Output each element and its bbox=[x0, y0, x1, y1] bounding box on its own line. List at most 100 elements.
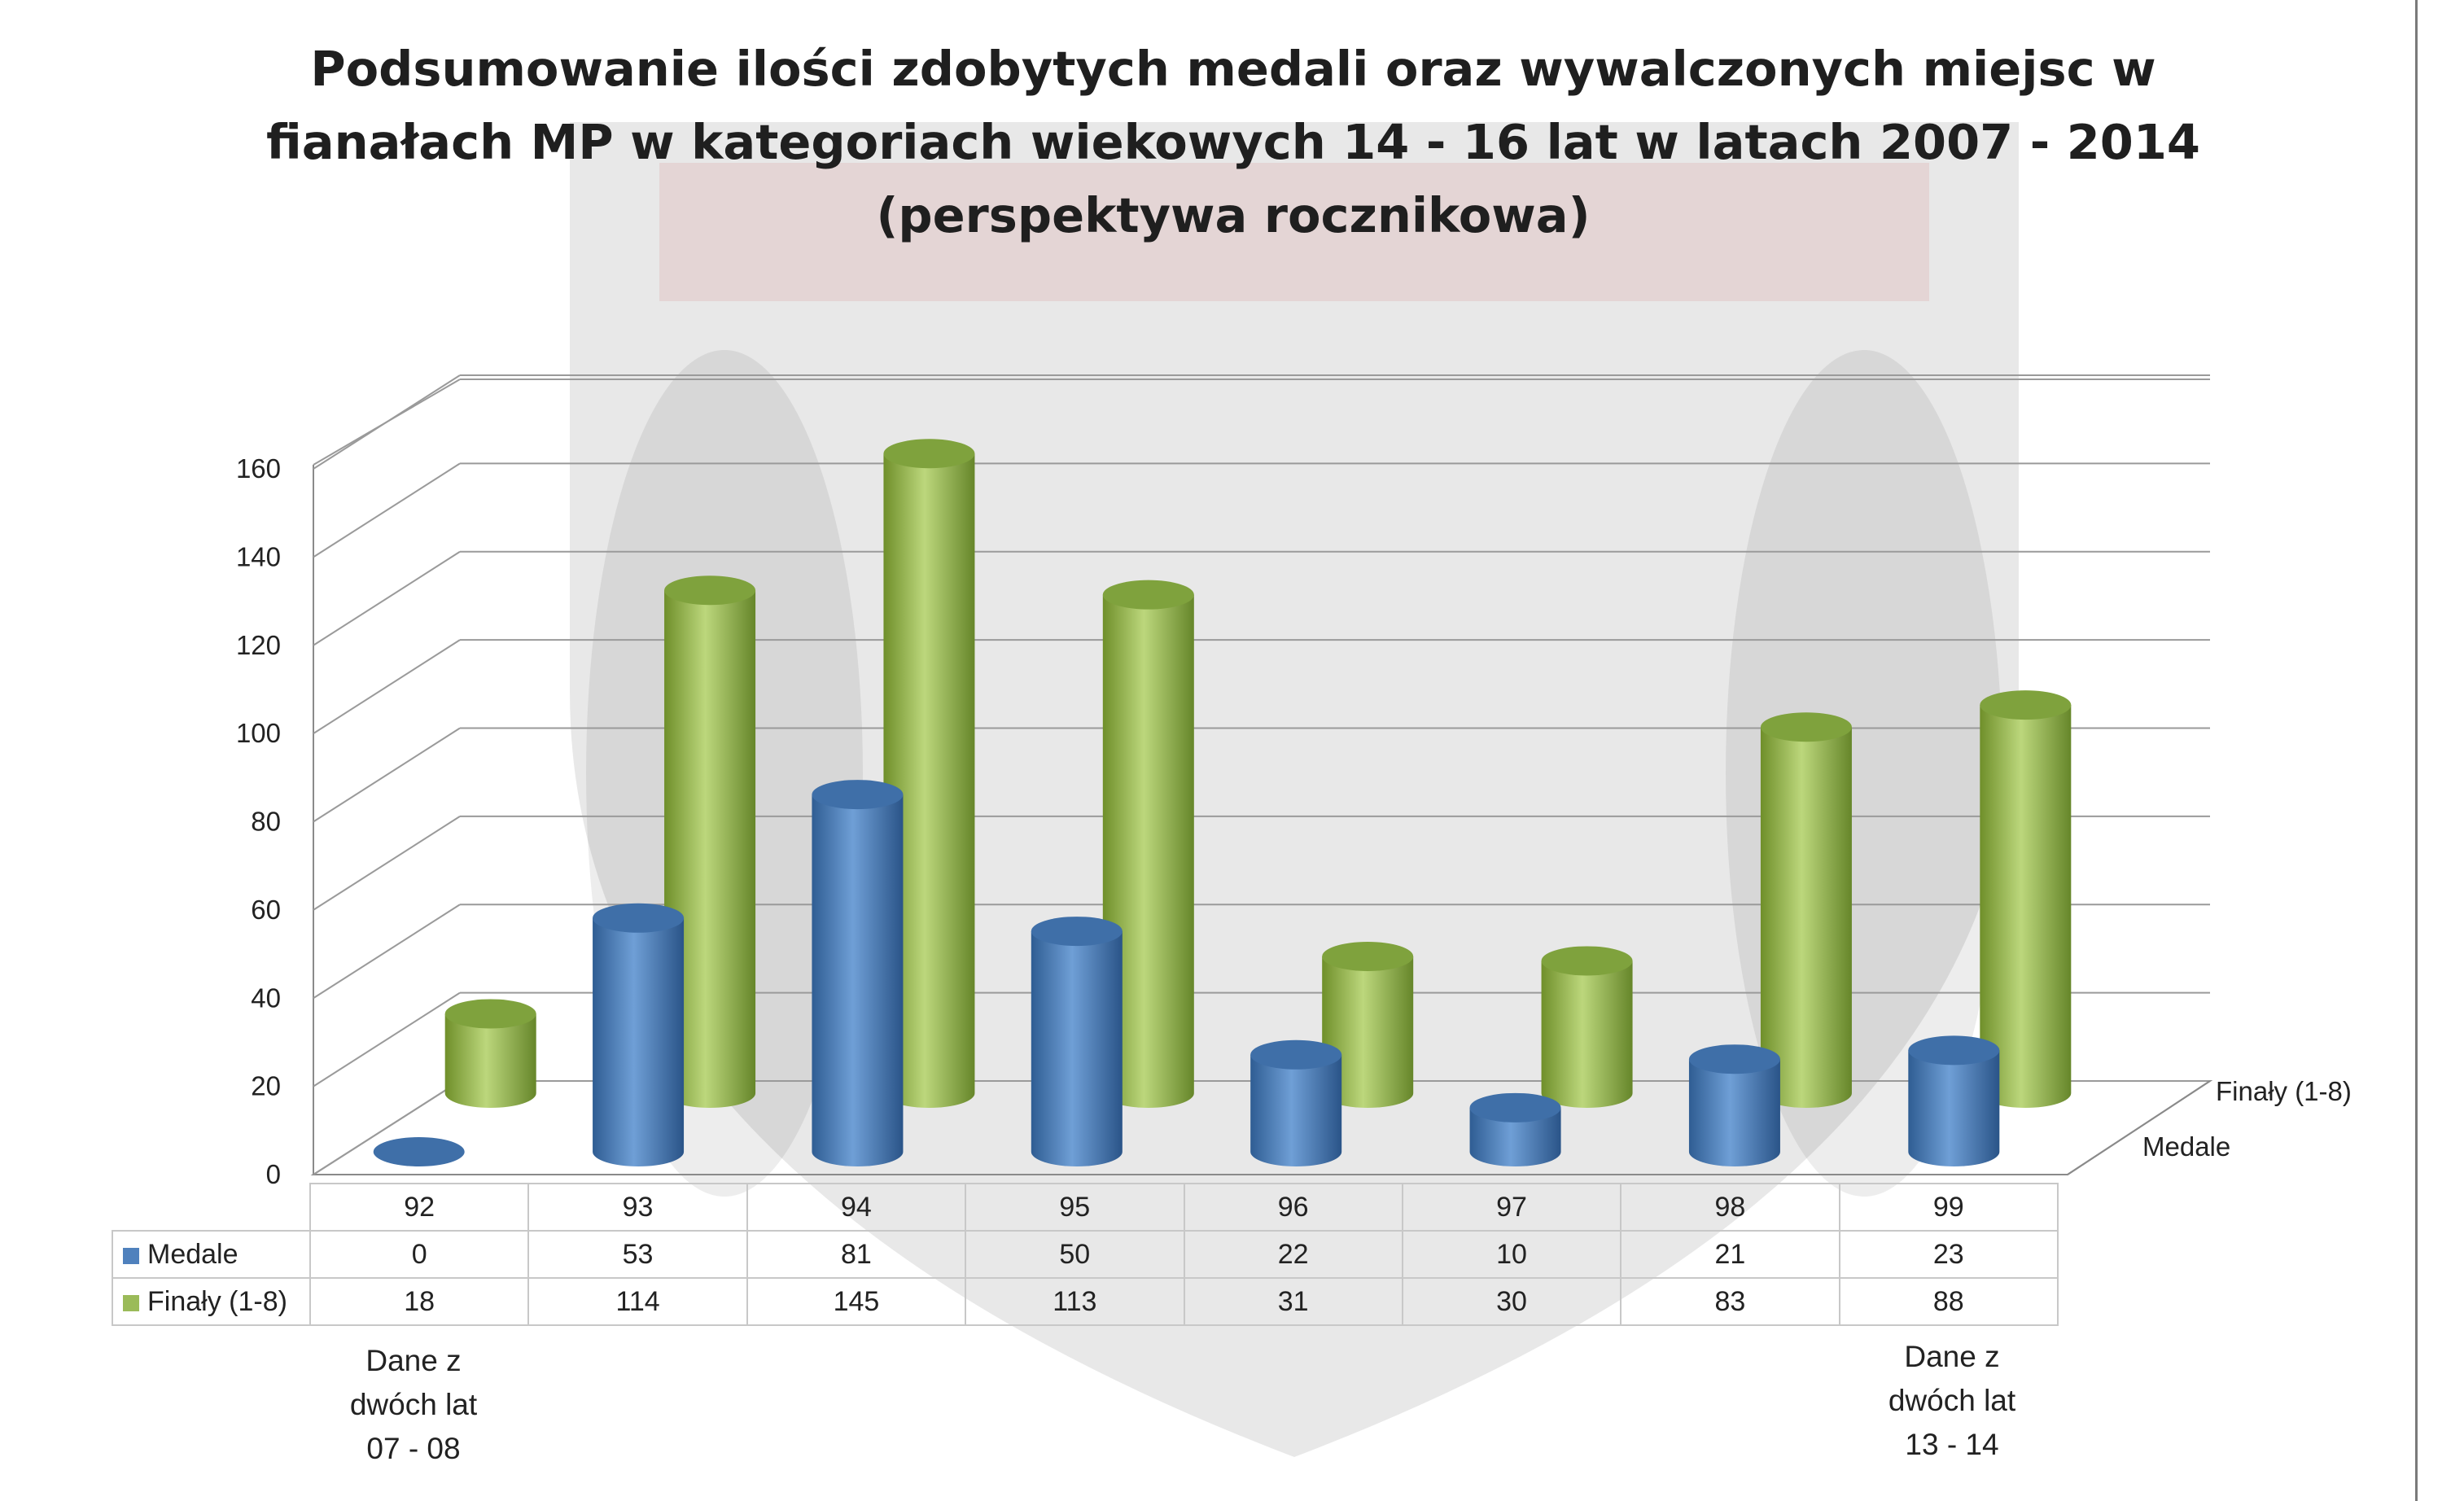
table-corner bbox=[112, 1184, 311, 1232]
y-tick-label: 160 bbox=[236, 453, 281, 484]
bar-finaly-body bbox=[1322, 956, 1414, 1108]
bar-medale bbox=[1908, 1035, 2000, 1166]
note-left-line: 07 - 08 bbox=[366, 1432, 461, 1465]
chart-title-line-2: fianałach MP w kategoriach wiekowych 14 … bbox=[266, 114, 2200, 170]
bar-finaly bbox=[444, 999, 536, 1108]
bar-medale-body bbox=[1031, 931, 1123, 1166]
gridline-side bbox=[313, 727, 461, 823]
bar-medale bbox=[1469, 1092, 1561, 1166]
gridline-side bbox=[313, 550, 461, 646]
table-category-cell: 99 bbox=[1838, 1183, 2059, 1232]
y-tick-label: 40 bbox=[251, 982, 281, 1013]
bar-medale-body bbox=[812, 794, 904, 1166]
bar-finaly bbox=[1980, 690, 2072, 1108]
bar-medale bbox=[373, 1137, 465, 1166]
table-category-cell: 98 bbox=[1620, 1183, 1840, 1232]
bar-finaly-body bbox=[1541, 961, 1633, 1108]
chart-title: Podsumowanie ilości zdobytych medali ora… bbox=[163, 33, 2304, 252]
gridline-side bbox=[313, 379, 461, 466]
table-row-finaly: Finały (1-8) 18 114 145 113 31 30 83 88 bbox=[112, 1277, 2059, 1326]
bar-medale-top bbox=[1250, 1039, 1342, 1070]
bar-medale-top bbox=[812, 780, 904, 810]
table-category-cell: 94 bbox=[746, 1183, 967, 1232]
bar-finaly-top bbox=[664, 575, 756, 606]
note-left-line: dwóch lat bbox=[349, 1388, 478, 1421]
y-tick-label: 20 bbox=[251, 1071, 281, 1101]
bar-medale-top bbox=[373, 1137, 465, 1166]
bar-medale-body bbox=[1469, 1107, 1561, 1166]
gridline-side bbox=[313, 639, 461, 734]
table-value-cell: 30 bbox=[1401, 1277, 1622, 1326]
bar-finaly-top bbox=[1760, 712, 1852, 742]
bar-medale-top bbox=[1688, 1044, 1780, 1074]
note-right-line: dwóch lat bbox=[1888, 1384, 2016, 1417]
bar-finaly bbox=[1102, 580, 1194, 1108]
bar-medale-top bbox=[1469, 1092, 1561, 1122]
legend-entry-medale: Medale bbox=[112, 1230, 311, 1279]
table-category-cell: 96 bbox=[1183, 1183, 1403, 1232]
y-tick-label: 140 bbox=[236, 541, 281, 571]
gridline-side bbox=[313, 462, 461, 558]
bar-finaly-body bbox=[1760, 727, 1852, 1108]
bar-medale-top bbox=[1031, 917, 1123, 947]
table-value-cell: 53 bbox=[527, 1230, 748, 1279]
bar-medale-body bbox=[1250, 1054, 1342, 1166]
bar-finaly bbox=[883, 439, 975, 1108]
table-value-cell: 0 bbox=[309, 1230, 530, 1279]
depth-axis-line bbox=[2067, 1080, 2211, 1175]
table-value-cell: 18 bbox=[309, 1277, 530, 1326]
bar-finaly-top bbox=[1541, 946, 1633, 976]
note-right-line: Dane z bbox=[1904, 1340, 2000, 1373]
legend-label-finaly: Finały (1-8) bbox=[147, 1285, 287, 1317]
table-value-cell: 50 bbox=[965, 1230, 1185, 1279]
bar-finaly-body bbox=[883, 453, 975, 1108]
table-value-cell: 114 bbox=[527, 1277, 748, 1326]
gridline-side bbox=[313, 1080, 461, 1175]
page-edge-rule bbox=[2415, 0, 2418, 1501]
table-category-cell: 93 bbox=[527, 1183, 748, 1232]
bar-finaly bbox=[1322, 942, 1414, 1108]
note-right: Dane z dwóch lat 13 - 14 bbox=[1830, 1335, 2074, 1467]
depth-axis: Finały (1-8) Medale bbox=[2067, 1076, 2352, 1175]
bar-medale-body bbox=[593, 917, 685, 1166]
bar-finaly bbox=[1541, 946, 1633, 1108]
gridline-side bbox=[313, 904, 461, 1000]
table-value-cell: 81 bbox=[746, 1230, 967, 1279]
table-row-medale: Medale 0 53 81 50 22 10 21 23 bbox=[112, 1230, 2059, 1279]
bar-finaly-top bbox=[1980, 690, 2072, 720]
gridline-side bbox=[313, 816, 461, 911]
y-tick-label: 100 bbox=[236, 718, 281, 748]
table-category-cell: 95 bbox=[965, 1183, 1185, 1232]
bar-finaly-top bbox=[1322, 942, 1414, 972]
y-axis: 0 20 40 60 80 100 120 140 160 bbox=[236, 453, 281, 1189]
table-value-cell: 113 bbox=[965, 1277, 1185, 1326]
table-category-cell: 97 bbox=[1401, 1183, 1622, 1232]
bar-medale bbox=[593, 903, 685, 1166]
gridline-side bbox=[313, 991, 461, 1087]
bar-medale-top bbox=[593, 903, 685, 933]
bar-finaly bbox=[1760, 712, 1852, 1108]
bar-medale-top bbox=[1908, 1035, 2000, 1066]
y-tick-label: 60 bbox=[251, 895, 281, 925]
legend-key-medale bbox=[123, 1247, 139, 1264]
depth-label-finaly: Finały (1-8) bbox=[2216, 1076, 2352, 1106]
legend-entry-finaly: Finały (1-8) bbox=[112, 1277, 311, 1326]
chart-title-line-3: (perspektywa rocznikowa) bbox=[876, 187, 1591, 243]
y-tick-label: 0 bbox=[266, 1159, 281, 1189]
bar-medale-body bbox=[1908, 1050, 2000, 1166]
table-value-cell: 23 bbox=[1838, 1230, 2059, 1279]
bar-medale-body bbox=[1688, 1059, 1780, 1166]
note-left-line: Dane z bbox=[365, 1344, 462, 1377]
bar-medale bbox=[812, 780, 904, 1166]
table-value-cell: 88 bbox=[1838, 1277, 2059, 1326]
table-value-cell: 31 bbox=[1183, 1277, 1403, 1326]
table-value-cell: 83 bbox=[1620, 1277, 1840, 1326]
legend-key-finaly bbox=[123, 1294, 139, 1311]
table-value-cell: 22 bbox=[1183, 1230, 1403, 1279]
bar-medale bbox=[1250, 1039, 1342, 1166]
legend-label-medale: Medale bbox=[147, 1238, 239, 1270]
table-category-cell: 92 bbox=[309, 1183, 530, 1232]
bar-finaly-body bbox=[444, 1013, 536, 1108]
bar-finaly-top bbox=[883, 439, 975, 469]
